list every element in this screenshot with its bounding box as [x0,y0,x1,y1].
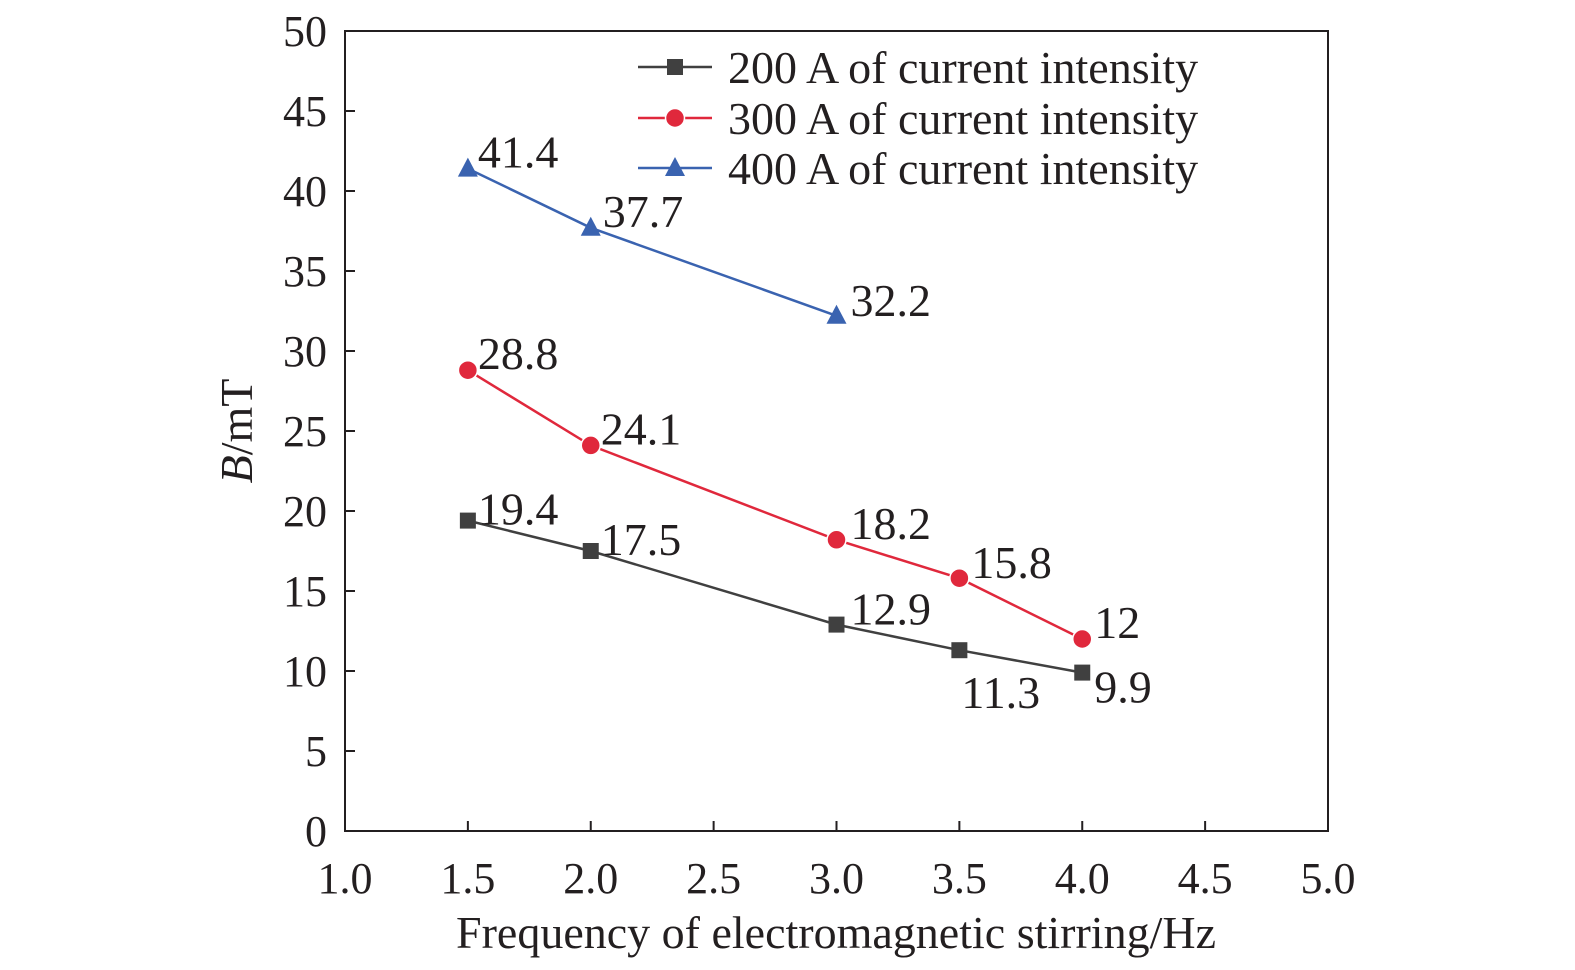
y-axis: 0 5 10 15 20 25 30 35 40 45 50 [283,7,355,856]
data-label: 32.2 [851,275,932,326]
data-point [826,529,847,551]
data-label: 12 [1094,597,1140,648]
y-tick-label: 25 [283,407,327,456]
legend-label: 400 A of current intensity [728,143,1198,194]
series-triangle: 41.4 37.7 32.2 [457,127,932,326]
data-point [1072,628,1093,650]
data-label: 15.8 [971,537,1052,588]
data-point [826,304,847,324]
x-tick-label: 5.0 [1301,854,1356,903]
data-label: 11.3 [961,667,1040,718]
data-point [582,543,599,559]
data-point [828,616,845,633]
data-label: 12.9 [851,584,932,635]
data-label: 18.2 [851,498,932,549]
x-tick-label: 3.0 [809,854,864,903]
data-label: 28.8 [478,328,559,379]
y-tick-label: 20 [283,487,327,536]
y-tick-label: 30 [283,327,327,376]
x-tick-label: 1.5 [440,854,495,903]
data-point [459,512,476,529]
y-tick-label: 15 [283,567,327,616]
data-label: 41.4 [478,127,559,178]
series-line [467,369,1083,641]
x-tick-label: 1.0 [318,854,373,903]
data-label: 19.4 [478,484,559,535]
data-label: 24.1 [601,403,682,454]
x-tick-label: 3.5 [932,854,987,903]
data-point [951,642,968,659]
y-tick-label: 5 [305,727,327,776]
y-tick-label: 35 [283,247,327,296]
x-tick-label: 2.5 [686,854,741,903]
data-label: 37.7 [603,186,684,237]
series-square: 19.4 17.5 12.9 11.3 9.9 [459,484,1152,718]
legend-marker [665,157,685,176]
x-tick-label: 4.0 [1055,854,1110,903]
legend-entry: 300 A of current intensity [638,93,1198,144]
data-point [580,216,601,236]
x-axis-title: Frequency of electromagnetic stirring/Hz [456,907,1216,958]
y-axis-title-unit: /mT [211,379,262,456]
x-tick-label: 4.5 [1178,854,1233,903]
series-layer: 19.4 17.5 12.9 11.3 9.9 28.8 24.1 18.2 15.8 12 41.… [457,127,1152,718]
y-tick-label: 0 [305,807,327,856]
data-label: 17.5 [601,514,682,565]
legend-entry: 200 A of current intensity [638,42,1198,93]
legend-marker [667,59,683,75]
data-point [949,567,970,589]
legend-label: 300 A of current intensity [728,93,1198,144]
y-tick-label: 10 [283,647,327,696]
legend-marker [664,107,686,129]
data-point [1074,664,1091,681]
y-axis-title-symbol: B [211,455,262,483]
y-tick-label: 45 [283,87,327,136]
x-axis: 1.0 1.5 2.0 2.5 3.0 3.5 4.0 4.5 5.0 [318,821,1356,903]
x-tick-label: 2.0 [563,854,618,903]
y-tick-label: 50 [283,7,327,56]
data-point [457,359,479,381]
data-point [580,435,601,456]
data-point [457,157,478,177]
y-tick-label: 40 [283,167,327,216]
legend-entry: 400 A of current intensity [638,143,1198,194]
series-circle: 28.8 24.1 18.2 15.8 12 [457,328,1140,650]
legend-label: 200 A of current intensity [728,42,1198,93]
y-axis-title: B/mT [211,379,262,484]
data-label: 9.9 [1094,662,1152,713]
